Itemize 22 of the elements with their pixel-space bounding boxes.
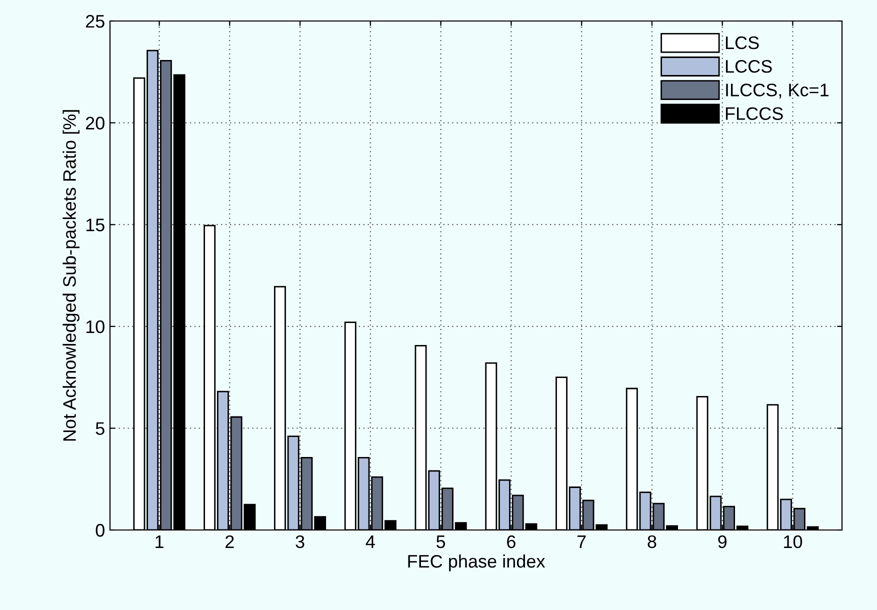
legend-label: LCS [726, 36, 759, 50]
x-tick-label: 6 [507, 535, 516, 548]
x-tick-label: 2 [226, 535, 234, 548]
y-axis-title: Not Acknowledged Sub-packets Ratio [%] [62, 110, 80, 441]
x-tick-label: 9 [718, 535, 727, 548]
x-tick-label: 4 [366, 536, 375, 548]
y-tick-label: 5 [96, 422, 104, 435]
x-tick-label: 1 [156, 536, 164, 548]
y-tick-label: 15 [86, 218, 104, 232]
legend-label: FLCCS [726, 107, 783, 120]
y-tick-label: 10 [86, 320, 104, 334]
x-axis-title: FEC phase index [408, 554, 546, 572]
x-tick-label: 5 [436, 536, 446, 548]
legend-label: ILCCS, Kc=1 [726, 84, 828, 99]
y-tick-label: 25 [86, 14, 104, 28]
x-tick-label: 7 [577, 536, 586, 548]
y-tick-label: 0 [96, 524, 104, 537]
x-tick-label: 10 [784, 535, 802, 548]
x-tick-label: 8 [648, 535, 656, 548]
legend-label: LCCS [726, 60, 772, 73]
x-tick-label: 3 [296, 535, 304, 548]
y-tick-label: 20 [86, 116, 104, 130]
